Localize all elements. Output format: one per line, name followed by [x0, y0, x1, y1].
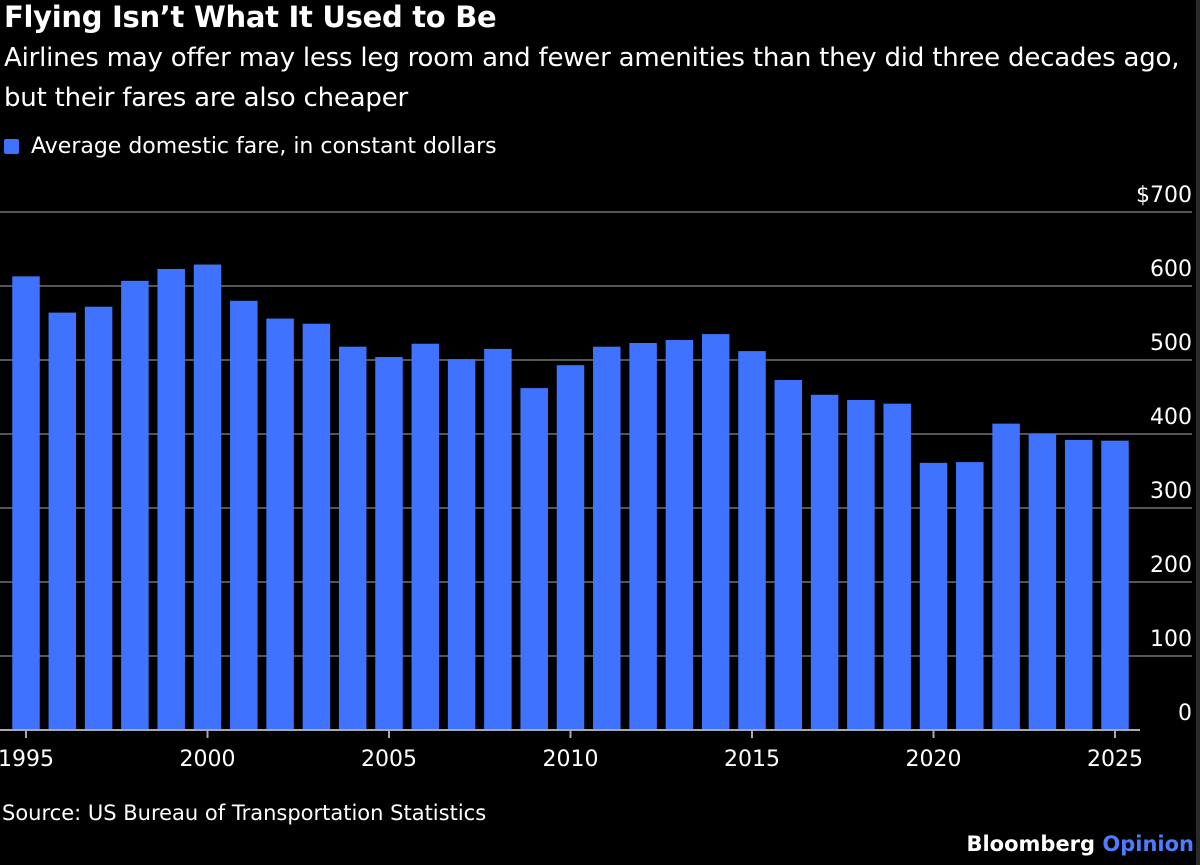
- bar-2016: [774, 379, 803, 730]
- bar-1997: [84, 306, 113, 730]
- bar-2011: [593, 346, 621, 730]
- bar-2008: [484, 348, 512, 730]
- y-tick-label: 400: [1150, 405, 1192, 430]
- chart-subtitle: Airlines may offer may less leg room and…: [4, 43, 1180, 113]
- brand-logo: Bloomberg Opinion: [966, 832, 1194, 856]
- bar-1998: [121, 280, 149, 730]
- bar-2007: [447, 359, 476, 730]
- bar-2012: [629, 342, 657, 730]
- brand-name: Bloomberg: [966, 832, 1096, 856]
- bar-2014: [701, 334, 730, 730]
- bar-2004: [338, 346, 367, 730]
- bar-2020: [919, 462, 948, 730]
- bar-2022: [992, 423, 1020, 730]
- brand-suffix: Opinion: [1102, 832, 1194, 856]
- bar-1999: [157, 268, 185, 730]
- right-border: [1196, 0, 1200, 865]
- x-tick-label: 2025: [1087, 747, 1143, 772]
- bar-2006: [411, 343, 440, 730]
- bar-1996: [48, 312, 77, 730]
- y-tick-label: 0: [1178, 701, 1192, 726]
- bar-2002: [266, 318, 294, 730]
- bar-1995: [12, 276, 40, 730]
- bar-2005: [375, 357, 403, 730]
- x-tick-label: 2005: [361, 747, 417, 772]
- y-tick-label: 300: [1150, 479, 1192, 504]
- bar-2003: [302, 323, 331, 730]
- bar-2017: [810, 394, 839, 730]
- legend-swatch: [4, 139, 19, 154]
- bar-2015: [738, 351, 766, 730]
- source-note: Source: US Bureau of Transportation Stat…: [2, 801, 487, 825]
- y-tick-label: 100: [1150, 627, 1192, 652]
- legend-label: Average domestic fare, in constant dolla…: [31, 134, 497, 159]
- legend: Average domestic fare, in constant dolla…: [4, 134, 497, 159]
- chart-title: Flying Isn’t What It Used to Be: [4, 0, 497, 34]
- y-tick-label: 500: [1150, 331, 1192, 356]
- bar-2000: [193, 264, 222, 730]
- bar-2024: [1064, 439, 1093, 730]
- x-tick-label: 1995: [0, 747, 54, 772]
- x-tick-label: 2015: [724, 747, 780, 772]
- y-tick-label: 600: [1150, 257, 1192, 282]
- y-tick-label: 200: [1150, 553, 1192, 578]
- bar-2023: [1028, 434, 1057, 730]
- bar-2010: [556, 365, 585, 730]
- bar-2009: [520, 388, 548, 730]
- x-tick-label: 2000: [180, 747, 236, 772]
- bar-2001: [230, 300, 258, 730]
- bar-2018: [847, 399, 875, 730]
- bar-2025: [1101, 440, 1129, 730]
- bar-2021: [956, 462, 984, 730]
- x-tick-label: 2010: [543, 747, 599, 772]
- bar-2019: [883, 403, 911, 730]
- bar-2013: [665, 340, 694, 730]
- x-tick-label: 2020: [906, 747, 962, 772]
- y-tick-label: $700: [1136, 183, 1192, 208]
